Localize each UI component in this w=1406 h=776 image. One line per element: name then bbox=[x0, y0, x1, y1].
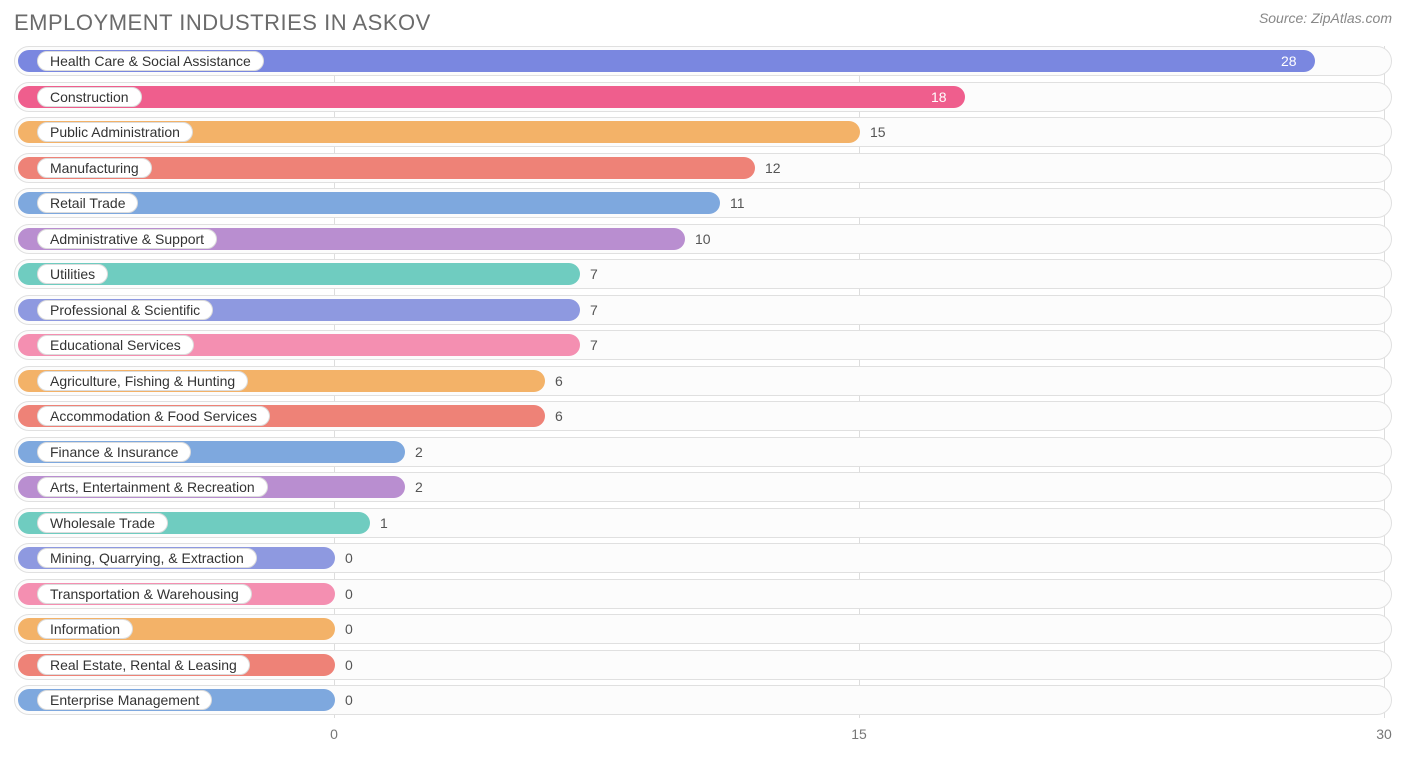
x-axis: 0 15 30 bbox=[14, 722, 1392, 746]
category-pill: Administrative & Support bbox=[37, 229, 217, 249]
bar-row: Administrative & Support 10 bbox=[14, 224, 1392, 254]
value-label: 0 bbox=[345, 615, 353, 643]
bar-row: Professional & Scientific 7 bbox=[14, 295, 1392, 325]
category-pill: Utilities bbox=[37, 264, 108, 284]
category-pill: Educational Services bbox=[37, 335, 194, 355]
bar-row: Arts, Entertainment & Recreation 2 bbox=[14, 472, 1392, 502]
source-value: ZipAtlas.com bbox=[1311, 10, 1392, 26]
bar-fill bbox=[18, 86, 965, 108]
value-label: 7 bbox=[590, 331, 598, 359]
category-pill: Construction bbox=[37, 87, 142, 107]
bar-row: Enterprise Management 0 bbox=[14, 685, 1392, 715]
category-pill: Professional & Scientific bbox=[37, 300, 213, 320]
bar-row: Public Administration 15 bbox=[14, 117, 1392, 147]
value-label: 11 bbox=[730, 189, 745, 217]
value-label: 2 bbox=[415, 473, 423, 501]
bar-row: Transportation & Warehousing 0 bbox=[14, 579, 1392, 609]
chart-area: Health Care & Social Assistance 28 Constru… bbox=[14, 46, 1392, 746]
bar-row: Manufacturing 12 bbox=[14, 153, 1392, 183]
category-pill: Finance & Insurance bbox=[37, 442, 191, 462]
category-pill: Health Care & Social Assistance bbox=[37, 51, 264, 71]
bars-container: Health Care & Social Assistance 28 Constru… bbox=[14, 46, 1392, 715]
category-pill: Retail Trade bbox=[37, 193, 138, 213]
value-label: 0 bbox=[345, 651, 353, 679]
category-pill: Wholesale Trade bbox=[37, 513, 168, 533]
bar-row: Educational Services 7 bbox=[14, 330, 1392, 360]
category-pill: Agriculture, Fishing & Hunting bbox=[37, 371, 248, 391]
axis-tick: 30 bbox=[1376, 726, 1392, 742]
axis-tick: 0 bbox=[330, 726, 338, 742]
value-label: 28 bbox=[1281, 47, 1297, 75]
category-pill: Transportation & Warehousing bbox=[37, 584, 252, 604]
category-pill: Public Administration bbox=[37, 122, 193, 142]
bar-row: Information 0 bbox=[14, 614, 1392, 644]
category-pill: Manufacturing bbox=[37, 158, 152, 178]
value-label: 12 bbox=[765, 154, 781, 182]
value-label: 0 bbox=[345, 544, 353, 572]
value-label: 6 bbox=[555, 402, 563, 430]
bar-row: Retail Trade 11 bbox=[14, 188, 1392, 218]
category-pill: Accommodation & Food Services bbox=[37, 406, 270, 426]
source-label: Source: bbox=[1259, 10, 1307, 26]
value-label: 0 bbox=[345, 580, 353, 608]
category-pill: Mining, Quarrying, & Extraction bbox=[37, 548, 257, 568]
axis-tick: 15 bbox=[851, 726, 867, 742]
category-pill: Arts, Entertainment & Recreation bbox=[37, 477, 268, 497]
value-label: 6 bbox=[555, 367, 563, 395]
category-pill: Enterprise Management bbox=[37, 690, 212, 710]
value-label: 7 bbox=[590, 260, 598, 288]
category-pill: Real Estate, Rental & Leasing bbox=[37, 655, 250, 675]
chart-header: EMPLOYMENT INDUSTRIES IN ASKOV Source: Z… bbox=[14, 10, 1392, 36]
value-label: 10 bbox=[695, 225, 711, 253]
bar-row: Real Estate, Rental & Leasing 0 bbox=[14, 650, 1392, 680]
value-label: 1 bbox=[380, 509, 388, 537]
bar-row: Construction 18 bbox=[14, 82, 1392, 112]
category-pill: Information bbox=[37, 619, 133, 639]
chart-title: EMPLOYMENT INDUSTRIES IN ASKOV bbox=[14, 10, 431, 36]
value-label: 18 bbox=[931, 83, 947, 111]
chart-source: Source: ZipAtlas.com bbox=[1259, 10, 1392, 26]
value-label: 2 bbox=[415, 438, 423, 466]
bar-row: Utilities 7 bbox=[14, 259, 1392, 289]
value-label: 0 bbox=[345, 686, 353, 714]
bar-row: Health Care & Social Assistance 28 bbox=[14, 46, 1392, 76]
bar-row: Accommodation & Food Services 6 bbox=[14, 401, 1392, 431]
bar-row: Wholesale Trade 1 bbox=[14, 508, 1392, 538]
value-label: 15 bbox=[870, 118, 886, 146]
value-label: 7 bbox=[590, 296, 598, 324]
bar-row: Mining, Quarrying, & Extraction 0 bbox=[14, 543, 1392, 573]
bar-row: Agriculture, Fishing & Hunting 6 bbox=[14, 366, 1392, 396]
bar-row: Finance & Insurance 2 bbox=[14, 437, 1392, 467]
